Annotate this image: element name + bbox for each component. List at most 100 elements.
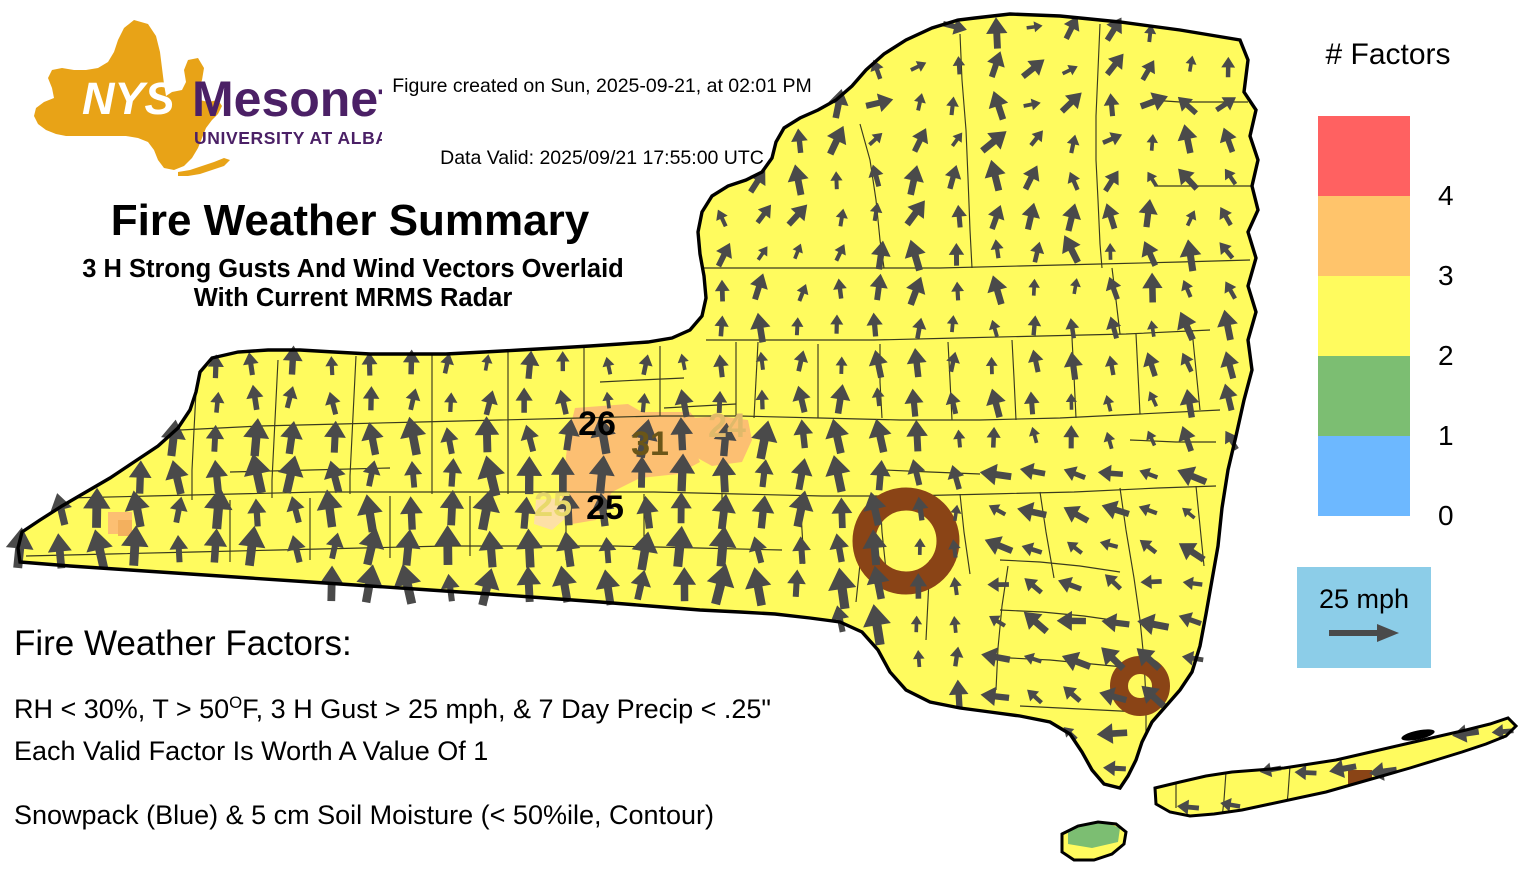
wind-arrow-icon: [1023, 98, 1041, 111]
degree-symbol: O: [229, 693, 243, 712]
wind-arrow-icon: [124, 490, 150, 528]
wind-arrow-icon: [1104, 17, 1122, 42]
wind-arrow-icon: [1179, 389, 1200, 419]
wind-arrow-icon: [1056, 610, 1086, 631]
colorbar-title: # Factors: [1325, 38, 1451, 71]
wind-arrow-icon: [1104, 243, 1117, 260]
wind-arrow-icon: [949, 577, 962, 596]
wind-arrow-icon: [985, 356, 998, 375]
wind-arrow-icon: [670, 492, 692, 524]
wind-arrow-icon: [1066, 134, 1080, 154]
wind-arrow-icon: [951, 204, 967, 228]
criteria-part-b: F, 3 H Gust > 25 mph, & 7 Day Precip < .…: [242, 694, 772, 724]
wind-arrow-icon: [788, 490, 814, 528]
wind-arrow-icon: [1219, 242, 1235, 260]
wind-arrow-icon: [477, 455, 505, 497]
wind-arrow-icon: [1062, 235, 1081, 264]
wind-arrow-icon: [478, 530, 504, 568]
wind-arrow-icon: [712, 390, 728, 414]
wind-arrow-icon: [989, 615, 1007, 628]
wind-arrow-icon: [907, 459, 926, 486]
wind-arrow-icon: [1023, 391, 1040, 415]
wind-arrow-icon: [247, 498, 267, 527]
wind-arrow-icon: [980, 686, 1010, 707]
wind-arrow-icon: [282, 345, 303, 375]
wind-arrow-icon: [246, 384, 264, 411]
wind-arrow-icon: [440, 353, 454, 374]
wind-arrow-icon: [1021, 202, 1040, 231]
wind-arrow-icon: [1030, 241, 1045, 263]
wind-arrow-icon: [1063, 425, 1080, 449]
wind-arrow-icon: [121, 525, 149, 566]
wind-arrow-icon: [1028, 349, 1044, 373]
wind-arrow-icon: [945, 391, 961, 415]
wind-arrow-icon: [555, 351, 570, 372]
data-valid-line: Data Valid: 2025/09/21 17:55:00 UTC: [440, 147, 764, 169]
wind-arrow-icon: [829, 533, 849, 563]
factors-colorbar: [1318, 116, 1410, 516]
wind-arrow-icon: [361, 352, 378, 376]
wind-arrow-icon: [474, 568, 500, 607]
colorbar-tick-2: 2: [1438, 340, 1454, 371]
wind-arrow-icon: [637, 393, 651, 413]
wind-arrow-icon: [670, 417, 694, 451]
wind-arrow-icon: [1185, 55, 1197, 72]
wind-arrow-icon: [165, 460, 189, 495]
wind-arrow-icon: [988, 319, 1001, 338]
wind-arrow-icon: [356, 564, 383, 604]
wind-arrow-icon: [1029, 130, 1043, 147]
wind-arrow-icon: [1104, 355, 1119, 376]
wind-arrow-icon: [1220, 798, 1241, 812]
wind-arrow-icon: [863, 604, 891, 646]
wind-arrow-icon: [520, 350, 540, 380]
wind-arrow-icon: [86, 529, 113, 569]
wind-arrow-icon: [631, 456, 653, 488]
wind-arrow-icon: [1102, 132, 1123, 146]
wind-arrow-icon: [556, 491, 580, 526]
wind-arrow-icon: [871, 387, 885, 407]
wind-arrow-icon: [161, 419, 186, 457]
wind-arrow-icon: [50, 493, 72, 526]
wind-arrow-icon: [952, 56, 966, 75]
colorbar-band-2: [1318, 276, 1410, 356]
wind-arrow-icon: [862, 529, 887, 566]
wind-arrow-icon: [1221, 56, 1236, 78]
wind-arrow-icon: [755, 351, 769, 370]
wind-arrow-icon: [914, 538, 926, 555]
wind-arrow-icon: [787, 569, 806, 597]
wind-arrow-icon: [787, 164, 809, 196]
wind-arrow-icon: [169, 534, 189, 563]
wind-arrow-icon: [243, 352, 259, 376]
wind-arrow-icon: [244, 453, 271, 494]
wind-arrow-icon: [1180, 352, 1194, 373]
nys-mesonet-logo: NYS Mesonet UNIVERSITY AT ALBANY: [22, 18, 382, 183]
wind-arrow-icon: [946, 351, 960, 373]
wind-arrow-icon: [715, 242, 732, 268]
wind-arrow-icon: [1141, 241, 1159, 267]
colorbar-tick-0: 0: [1438, 500, 1454, 531]
wind-arrow-icon: [868, 132, 883, 147]
wind-arrow-icon: [243, 418, 270, 457]
wind-arrow-icon: [514, 496, 537, 529]
wind-arrow-icon: [948, 679, 969, 709]
wind-arrow-icon: [1452, 724, 1480, 743]
wind-arrow-icon: [555, 389, 572, 415]
logo-nys-text: NYS: [82, 73, 175, 124]
wind-arrow-icon: [1182, 576, 1203, 591]
wind-arrow-icon: [1220, 351, 1239, 380]
wind-arrow-icon: [1146, 430, 1157, 447]
wind-arrow-icon: [1219, 207, 1233, 227]
wind-arrow-icon: [280, 420, 303, 455]
wind-arrow-icon: [946, 96, 959, 116]
factor-1-region: [1068, 822, 1120, 848]
wind-arrow-icon: [713, 422, 737, 457]
wind-arrow-icon: [393, 563, 422, 605]
wind-arrow-icon: [440, 573, 460, 602]
wind-arrow-icon: [714, 279, 730, 302]
wind-arrow-icon: [324, 460, 346, 494]
wind-arrow-icon: [362, 460, 381, 487]
wind-arrow-icon: [863, 491, 887, 526]
wind-arrow-icon: [1178, 543, 1206, 563]
wind-arrow-icon: [910, 615, 923, 633]
